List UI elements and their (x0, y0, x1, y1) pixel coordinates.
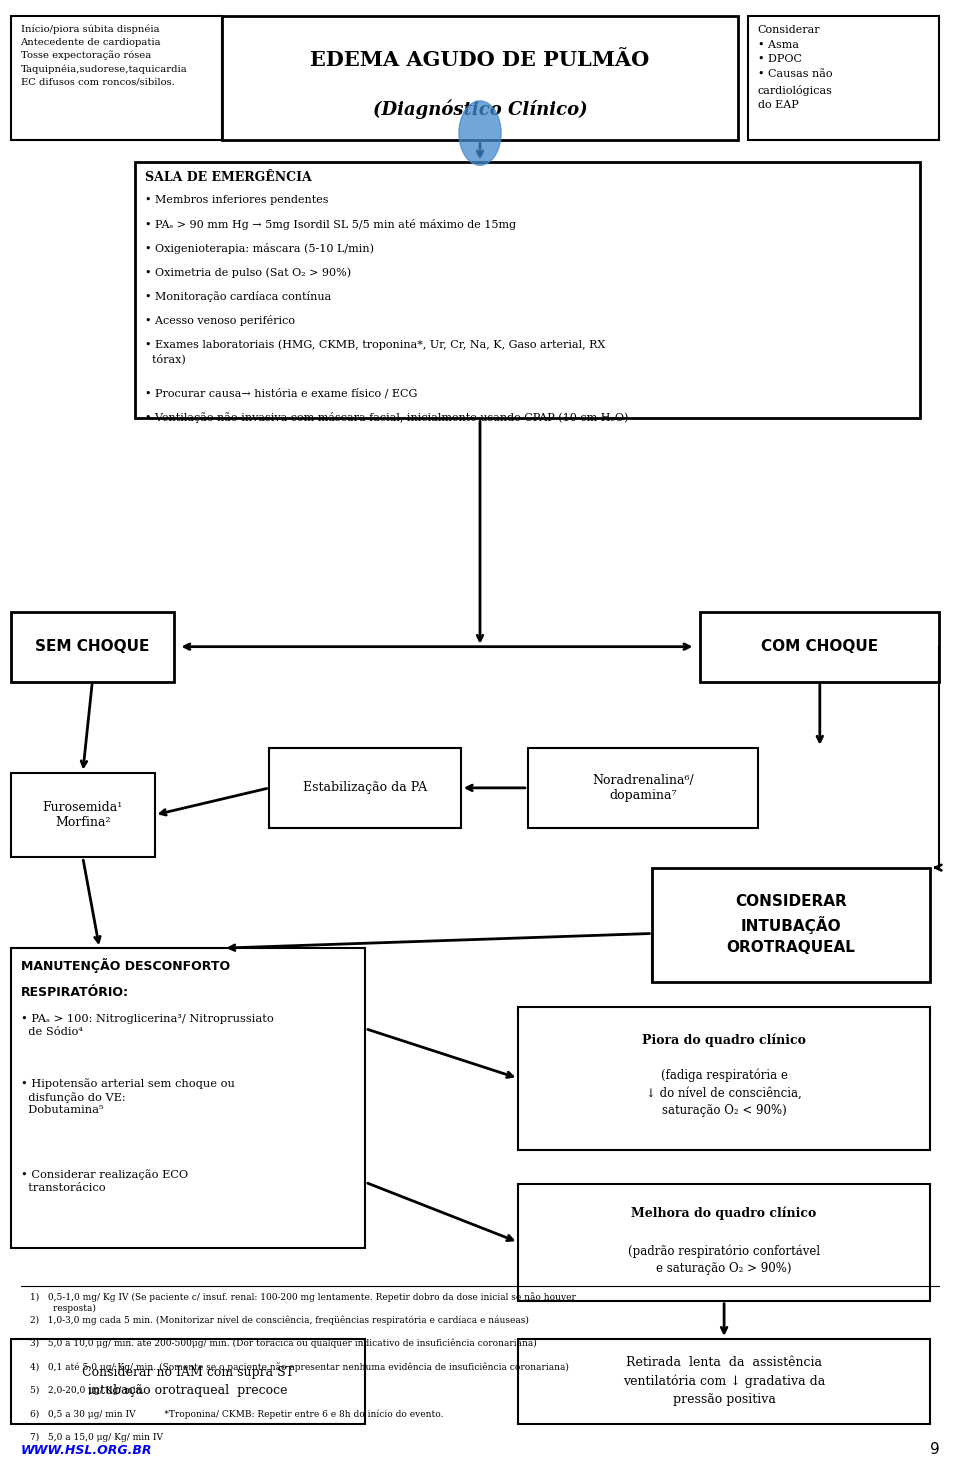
Text: COM CHOQUE: COM CHOQUE (761, 639, 878, 654)
Text: 5)   2,0-20,0 μg/ Kg/ min.: 5) 2,0-20,0 μg/ Kg/ min. (30, 1385, 145, 1394)
Text: MANUTENÇÃO DESCONFORTO: MANUTENÇÃO DESCONFORTO (20, 959, 229, 973)
FancyBboxPatch shape (11, 611, 174, 682)
Text: 9: 9 (929, 1443, 940, 1457)
Text: SEM CHOQUE: SEM CHOQUE (36, 639, 150, 654)
FancyBboxPatch shape (11, 1338, 365, 1423)
FancyBboxPatch shape (518, 1338, 930, 1423)
FancyBboxPatch shape (222, 16, 738, 141)
Text: Furosemida¹
Morfina²: Furosemida¹ Morfina² (42, 800, 123, 828)
Text: Noradrenalina⁶/
dopamina⁷: Noradrenalina⁶/ dopamina⁷ (592, 774, 694, 802)
Text: • Ventilação não-invasiva com máscara facial, inicialmente usando CPAP (10 cm H₂: • Ventilação não-invasiva com máscara fa… (145, 412, 629, 422)
FancyBboxPatch shape (135, 163, 921, 418)
Text: WWW.HSL.ORG.BR: WWW.HSL.ORG.BR (20, 1444, 152, 1457)
Text: • Considerar realização ECO
  transtorácico: • Considerar realização ECO transtorácic… (20, 1170, 187, 1193)
Text: 1)   0,5-1,0 mg/ Kg IV (Se paciente c/ insuf. renal: 100-200 mg lentamente. Repe: 1) 0,5-1,0 mg/ Kg IV (Se paciente c/ ins… (30, 1292, 576, 1314)
Text: Início/piora súbita dispnéia
Antecedente de cardiopatia
Tosse expectoração rósea: Início/piora súbita dispnéia Antecedente… (20, 25, 187, 86)
Text: • Oxigenioterapia: máscara (5-10 L/min): • Oxigenioterapia: máscara (5-10 L/min) (145, 243, 374, 254)
Text: • Procurar causa→ história e exame físico / ECG: • Procurar causa→ história e exame físic… (145, 387, 418, 399)
FancyBboxPatch shape (518, 1007, 930, 1149)
Text: CONSIDERAR
INTUBAÇÃO
OROTRAQUEAL: CONSIDERAR INTUBAÇÃO OROTRAQUEAL (727, 894, 855, 956)
Text: • Hipotensão arterial sem choque ou
  disfunção do VE:
  Dobutamina⁵: • Hipotensão arterial sem choque ou disf… (20, 1078, 234, 1116)
FancyBboxPatch shape (270, 748, 461, 828)
Text: Retirada  lenta  da  assistência
ventilatória com ↓ gradativa da
pressão positiv: Retirada lenta da assistência ventilatór… (623, 1356, 826, 1406)
Text: • Membros inferiores pendentes: • Membros inferiores pendentes (145, 195, 328, 205)
Text: 4)   0,1 até 5,0 μg/ Kg/ min. (Somente se o paciente não apresentar nenhuma evid: 4) 0,1 até 5,0 μg/ Kg/ min. (Somente se … (30, 1362, 569, 1372)
FancyBboxPatch shape (11, 16, 222, 141)
FancyBboxPatch shape (518, 1183, 930, 1300)
Text: • Acesso venoso periférico: • Acesso venoso periférico (145, 315, 295, 327)
FancyBboxPatch shape (528, 748, 757, 828)
Text: Considerar
• Asma
• DPOC
• Causas não
cardiológicas
do EAP: Considerar • Asma • DPOC • Causas não ca… (757, 25, 832, 110)
Text: • Monitoração cardíaca contínua: • Monitoração cardíaca contínua (145, 292, 331, 302)
Text: • PAₛ > 90 mm Hg → 5mg Isordil SL 5/5 min até máximo de 15mg: • PAₛ > 90 mm Hg → 5mg Isordil SL 5/5 mi… (145, 218, 516, 230)
Text: 3)   5,0 a 10,0 μg/ min. até 200-500μg/ min. (Dor torácica ou qualquer indicativ: 3) 5,0 a 10,0 μg/ min. até 200-500μg/ mi… (30, 1338, 537, 1349)
Text: SALA DE EMERGÊNCIA: SALA DE EMERGÊNCIA (145, 172, 312, 185)
Text: • Exames laboratoriais (HMG, CKMB, troponina*, Ur, Cr, Na, K, Gaso arterial, RX
: • Exames laboratoriais (HMG, CKMB, tropo… (145, 340, 605, 364)
Text: Considerar no IAM com supra ST
intubação orotraqueal  precoce: Considerar no IAM com supra ST intubação… (82, 1366, 294, 1397)
Text: EDEMA AGUDO DE PULMÃO: EDEMA AGUDO DE PULMÃO (310, 50, 650, 69)
Text: (Diagnóstico Clínico): (Diagnóstico Clínico) (372, 100, 588, 119)
Text: • PAₛ > 100: Nitroglicerina³/ Nitroprussiato
  de Sódio⁴: • PAₛ > 100: Nitroglicerina³/ Nitropruss… (20, 1014, 274, 1036)
Text: Estabilização da PA: Estabilização da PA (303, 781, 427, 795)
FancyBboxPatch shape (748, 16, 940, 141)
Text: Piora do quadro clínico: Piora do quadro clínico (642, 1034, 806, 1047)
Text: (fadiga respiratória e
↓ do nível de consciência,
saturação O₂ < 90%): (fadiga respiratória e ↓ do nível de con… (646, 1069, 802, 1117)
Text: RESPIRATÓRIO:: RESPIRATÓRIO: (20, 987, 129, 1000)
Text: (padrão respiratório confortável
e saturação O₂ > 90%): (padrão respiratório confortável e satur… (628, 1245, 820, 1275)
FancyBboxPatch shape (652, 868, 930, 982)
FancyBboxPatch shape (700, 611, 940, 682)
FancyBboxPatch shape (11, 773, 155, 858)
Text: Melhora do quadro clínico: Melhora do quadro clínico (632, 1207, 817, 1220)
Text: • Oximetria de pulso (Sat O₂ > 90%): • Oximetria de pulso (Sat O₂ > 90%) (145, 267, 351, 277)
Text: 7)   5,0 a 15,0 μg/ Kg/ min IV: 7) 5,0 a 15,0 μg/ Kg/ min IV (30, 1432, 163, 1441)
Circle shape (459, 101, 501, 166)
FancyBboxPatch shape (11, 949, 365, 1248)
Text: 6)   0,5 a 30 μg/ min IV          *Troponina/ CKMB: Repetir entre 6 e 8h do iníc: 6) 0,5 a 30 μg/ min IV *Troponina/ CKMB:… (30, 1409, 444, 1419)
Text: 2)   1,0-3,0 mg cada 5 min. (Monitorizar nível de consciência, freqüências respi: 2) 1,0-3,0 mg cada 5 min. (Monitorizar n… (30, 1315, 529, 1325)
